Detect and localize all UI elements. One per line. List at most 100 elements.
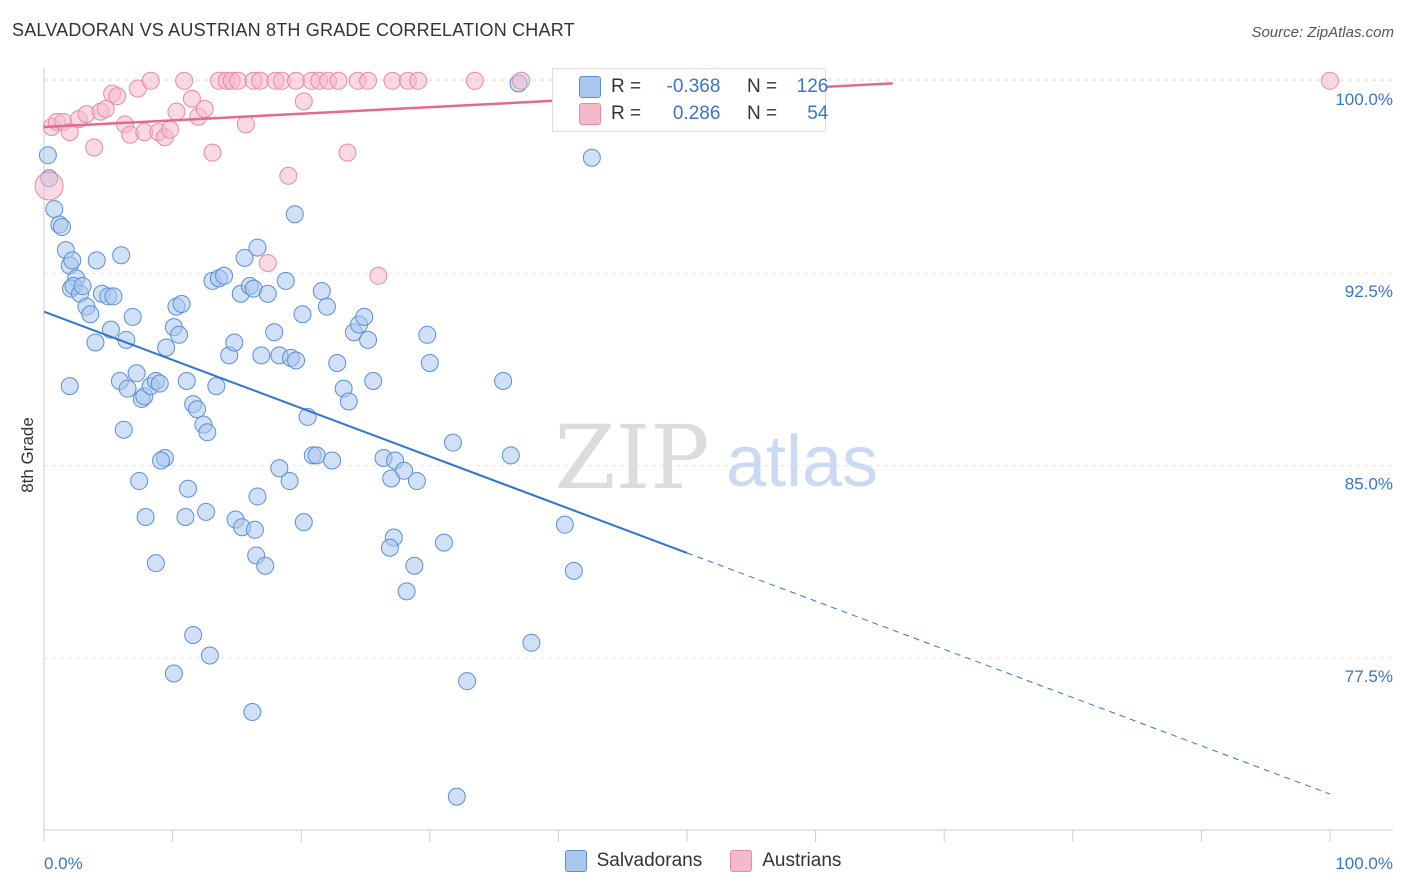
point-salvadorans bbox=[188, 400, 207, 419]
r-label: R = bbox=[611, 103, 642, 124]
point-salvadorans bbox=[86, 333, 105, 352]
watermark-zip: ZIP bbox=[554, 406, 709, 509]
point-salvadorans bbox=[397, 582, 416, 601]
point-austrians bbox=[141, 71, 160, 90]
point-salvadorans bbox=[207, 377, 226, 396]
point-salvadorans bbox=[127, 364, 146, 383]
point-salvadorans bbox=[443, 433, 462, 452]
point-salvadorans bbox=[197, 502, 216, 521]
point-salvadorans bbox=[285, 205, 304, 224]
chart-legend: Salvadorans Austrians bbox=[0, 850, 1406, 872]
y-tick-label: 92.5% bbox=[1345, 282, 1393, 301]
point-salvadorans bbox=[276, 271, 295, 290]
y-tick-label: 85.0% bbox=[1345, 475, 1393, 494]
point-salvadorans bbox=[215, 266, 234, 285]
point-salvadorans bbox=[293, 305, 312, 324]
point-salvadorans bbox=[150, 374, 169, 393]
point-salvadorans bbox=[294, 513, 313, 532]
y-tick-label: 100.0% bbox=[1335, 90, 1393, 109]
point-salvadorans bbox=[328, 354, 347, 373]
point-salvadorans bbox=[380, 538, 399, 557]
point-salvadorans bbox=[458, 672, 477, 691]
point-salvadorans bbox=[447, 787, 466, 806]
point-salvadorans bbox=[176, 507, 195, 526]
point-salvadorans bbox=[184, 626, 203, 644]
point-salvadorans bbox=[81, 305, 100, 324]
y-tick-labels: 77.5% 85.0% 92.5% 100.0% bbox=[1335, 90, 1393, 686]
point-salvadorans bbox=[170, 325, 189, 344]
point-salvadorans bbox=[405, 556, 424, 575]
point-salvadorans bbox=[172, 295, 191, 314]
point-salvadorans bbox=[130, 472, 149, 491]
point-salvadorans bbox=[270, 459, 289, 478]
point-austrians bbox=[161, 120, 180, 139]
point-salvadorans bbox=[87, 251, 106, 270]
point-austrians bbox=[294, 92, 313, 111]
point-salvadorans bbox=[317, 297, 336, 316]
point-salvadorans bbox=[287, 351, 306, 370]
legend-item-austrians: Austrians bbox=[730, 850, 841, 872]
point-salvadorans bbox=[45, 200, 64, 219]
point-salvadorans bbox=[265, 323, 284, 342]
legend-swatch-pink bbox=[730, 850, 753, 872]
point-salvadorans bbox=[53, 218, 72, 237]
point-salvadorans bbox=[164, 664, 183, 683]
x-tick-label-min: 0.0% bbox=[44, 854, 83, 873]
point-salvadorans bbox=[359, 330, 378, 349]
point-salvadorans bbox=[198, 423, 217, 442]
axes bbox=[43, 68, 1393, 842]
point-austrians bbox=[203, 143, 222, 162]
point-salvadorans bbox=[177, 371, 196, 390]
n-value: 54 bbox=[807, 103, 829, 124]
r-value: 0.286 bbox=[672, 103, 721, 124]
point-salvadorans bbox=[114, 420, 133, 439]
point-salvadorans bbox=[101, 320, 120, 339]
point-salvadorans bbox=[418, 325, 437, 344]
r-value: -0.368 bbox=[666, 76, 721, 97]
point-austrians bbox=[229, 71, 248, 90]
point-salvadorans bbox=[258, 284, 277, 303]
point-austrians bbox=[96, 100, 115, 119]
point-salvadorans bbox=[112, 246, 131, 265]
point-austrians bbox=[369, 266, 388, 285]
point-salvadorans bbox=[63, 251, 82, 270]
point-salvadorans bbox=[225, 333, 244, 352]
point-salvadorans bbox=[339, 392, 358, 411]
trend-line-salvadorans bbox=[43, 310, 688, 554]
point-salvadorans bbox=[307, 446, 326, 465]
point-austrians bbox=[329, 71, 348, 90]
point-austrians bbox=[409, 71, 428, 90]
x-tick-label-max: 100.0% bbox=[1335, 854, 1393, 873]
point-salvadorans bbox=[245, 520, 264, 539]
point-salvadorans bbox=[200, 646, 219, 665]
watermark-atlas: atlas bbox=[726, 422, 878, 502]
trend-line-salvadorans-extension bbox=[686, 552, 1331, 795]
point-salvadorans bbox=[235, 248, 254, 267]
n-label: N = bbox=[746, 103, 778, 124]
point-austrians bbox=[258, 253, 277, 272]
point-austrians bbox=[338, 143, 357, 162]
source-label: Source: ZipAtlas.com bbox=[1251, 24, 1394, 41]
n-value: 126 bbox=[796, 76, 829, 97]
point-salvadorans bbox=[312, 282, 331, 301]
point-salvadorans bbox=[564, 561, 583, 580]
point-austrians bbox=[279, 166, 298, 185]
point-austrians bbox=[195, 100, 214, 119]
point-salvadorans bbox=[364, 371, 383, 390]
point-salvadorans bbox=[248, 487, 267, 506]
point-salvadorans bbox=[123, 307, 142, 326]
legend-swatch-blue bbox=[564, 850, 587, 872]
stats-swatch-blue bbox=[579, 76, 601, 98]
point-austrians bbox=[512, 71, 531, 90]
point-austrians bbox=[359, 71, 378, 90]
point-salvadorans bbox=[248, 238, 267, 257]
point-salvadorans bbox=[146, 554, 165, 573]
point-austrians bbox=[60, 123, 79, 142]
n-label: N = bbox=[746, 76, 778, 97]
point-austrians bbox=[251, 71, 270, 90]
point-austrians bbox=[465, 71, 484, 90]
point-salvadorans bbox=[407, 472, 426, 491]
stats-box: R = -0.368 N = 126 R = 0.286 N = 54 bbox=[552, 68, 829, 132]
point-salvadorans bbox=[420, 354, 439, 373]
series-salvadorans bbox=[38, 74, 601, 806]
